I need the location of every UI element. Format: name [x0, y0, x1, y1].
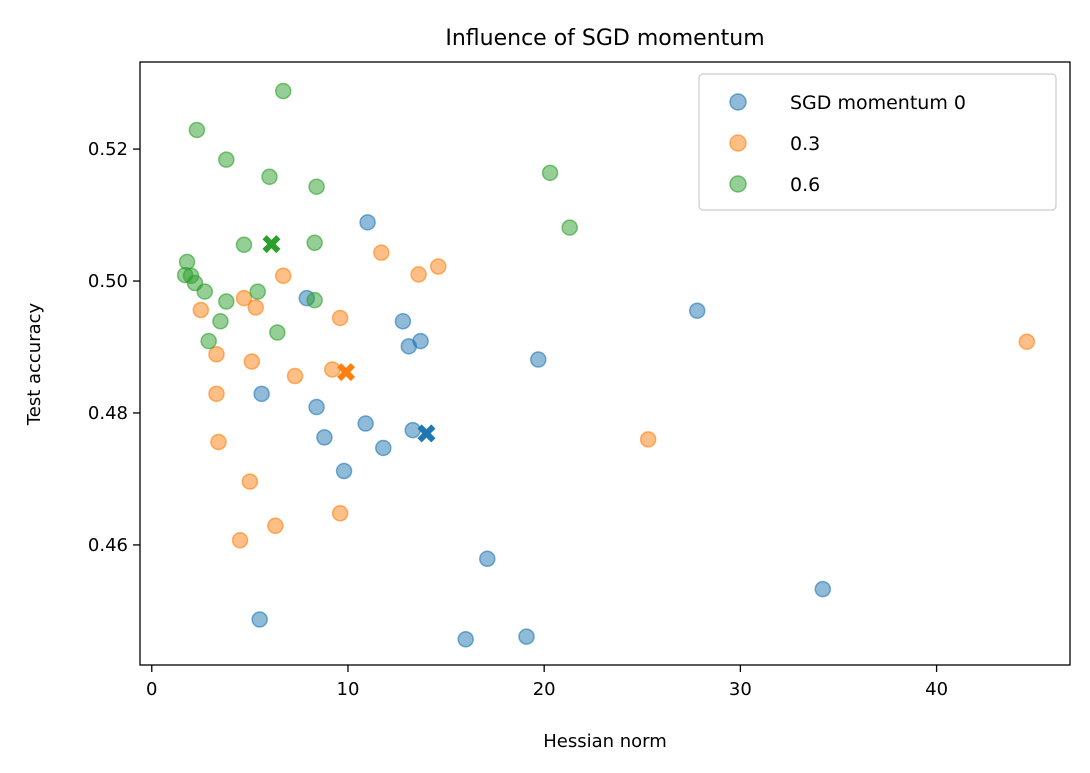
scatter-point-series-0	[518, 628, 535, 645]
scatter-point-series-0	[688, 302, 706, 319]
scatter-point-series-2	[218, 293, 235, 310]
scatter-point-series-1	[241, 473, 259, 490]
scatter-point-series-2	[218, 151, 235, 168]
scatter-point-series-2	[308, 178, 325, 195]
scatter-point-series-1	[429, 258, 447, 275]
x-axis-label: Hessian norm	[543, 731, 667, 752]
scatter-point-series-0	[316, 429, 333, 446]
x-tick-label: 10	[337, 679, 360, 700]
mean-marker-series-2	[262, 235, 281, 254]
x-tick-label: 20	[533, 679, 556, 700]
plot-frame	[139, 61, 1071, 666]
scatter-point-series-0	[400, 338, 418, 355]
chart-title: Influence of SGD momentum	[445, 26, 764, 51]
scatter-point-series-0	[530, 351, 547, 368]
plot-area	[139, 61, 1071, 666]
mean-marker-series-0	[417, 424, 436, 443]
scatter-point-series-0	[479, 550, 496, 568]
x-tick-label: 40	[925, 679, 948, 700]
scatter-point-series-0	[359, 214, 376, 231]
y-tick-label: 0.52	[88, 139, 128, 160]
scatter-point-series-2	[306, 234, 323, 252]
legend-marker-series-0	[729, 93, 747, 111]
legend-label-series-2: 0.6	[790, 174, 820, 196]
legend-label-series-1: 0.3	[790, 133, 820, 155]
scatter-point-series-1	[235, 289, 253, 307]
scatter-point-series-0	[404, 421, 421, 439]
scatter-point-series-1	[1018, 333, 1036, 350]
scatter-point-series-1	[267, 517, 284, 535]
scatter-point-series-1	[324, 361, 341, 378]
scatter-point-series-2	[212, 313, 229, 330]
legend-frame	[698, 73, 1057, 211]
scatter-point-series-2	[196, 283, 213, 300]
scatter-point-series-1	[208, 346, 225, 363]
legend-marker-series-1	[729, 134, 747, 152]
scatter-point-series-2	[188, 121, 206, 139]
scatter-point-series-2	[269, 324, 286, 341]
scatter-point-series-1	[231, 532, 249, 549]
scatter-point-series-1	[210, 433, 227, 451]
scatter-point-series-0	[357, 415, 374, 432]
scatter-point-series-2	[261, 168, 278, 186]
scatter-point-series-0	[394, 313, 412, 330]
scatter-point-series-1	[243, 353, 261, 370]
scatter-point-series-1	[410, 266, 427, 283]
scatter-point-series-2	[306, 291, 323, 309]
scatter-point-series-0	[335, 462, 353, 480]
scatter-point-series-2	[235, 236, 253, 253]
x-axis: 0 10 20 30 40	[146, 665, 948, 700]
legend-marker-series-2	[729, 175, 747, 193]
y-tick-label: 0.46	[88, 535, 128, 556]
scatter-point-series-1	[192, 301, 210, 319]
means-layer	[262, 235, 436, 443]
scatter-point-series-1	[208, 385, 225, 403]
scatter-point-series-1	[331, 505, 349, 522]
scatter-point-series-2	[274, 82, 292, 100]
scatter-point-series-2	[200, 332, 217, 350]
scatter-point-series-2	[249, 283, 266, 300]
scatter-point-series-1	[373, 244, 390, 261]
scatter-point-series-0	[251, 611, 268, 628]
legend-label-series-0: SGD momentum 0	[790, 92, 966, 114]
scatter-point-series-0	[308, 398, 325, 416]
scatter-point-series-1	[247, 299, 265, 316]
y-tick-label: 0.50	[88, 271, 128, 292]
mean-marker-series-1	[337, 363, 356, 382]
scatter-point-series-1	[286, 367, 304, 385]
points-layer	[176, 82, 1036, 648]
scatter-point-series-2	[541, 164, 559, 182]
y-tick-label: 0.48	[88, 403, 128, 424]
scatter-point-series-1	[274, 267, 292, 285]
scatter-point-series-0	[253, 385, 270, 403]
scatter-point-series-1	[639, 431, 657, 448]
x-tick-label: 0	[146, 679, 157, 700]
scatter-point-series-1	[331, 309, 349, 327]
x-tick-label: 30	[729, 679, 752, 700]
y-axis: 0.46 0.48 0.50 0.52	[88, 139, 140, 556]
scatter-point-series-0	[457, 631, 474, 648]
scatter-point-series-2	[561, 219, 578, 236]
scatter-point-series-0	[375, 439, 392, 457]
y-axis-label: Test accuracy	[24, 302, 45, 426]
scatter-point-series-0	[814, 580, 832, 598]
legend: SGD momentum 0 0.3 0.6	[698, 73, 1057, 211]
